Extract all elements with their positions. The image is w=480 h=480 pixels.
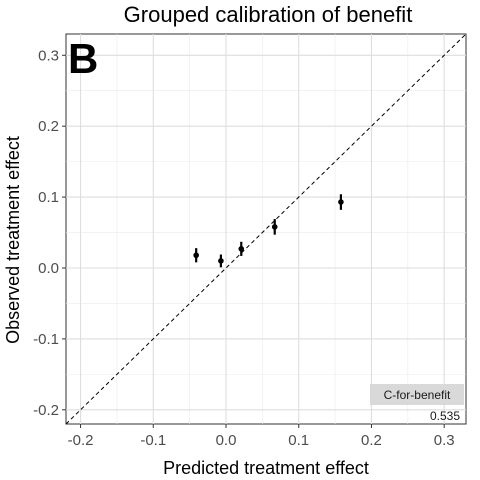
data-point [193, 252, 199, 259]
y-tick-label: 0.2 [38, 118, 59, 135]
data-point [218, 258, 224, 264]
y-tick-label: 0.0 [38, 260, 59, 277]
reference-line [65, 33, 467, 425]
y-tick-label: 0.1 [38, 189, 59, 206]
chart-title: Grouped calibration of benefit [124, 2, 413, 27]
annotation-value: 0.535 [430, 409, 460, 423]
x-axis-title: Predicted treatment effect [163, 458, 369, 478]
x-tick-label: -0.1 [140, 432, 166, 449]
data-points [193, 194, 344, 268]
c-for-benefit-annotation: C-for-benefit 0.535 [370, 384, 464, 423]
y-tick-label: 0.3 [38, 47, 59, 64]
annotation-background [370, 384, 464, 405]
y-tick-label: -0.2 [33, 402, 59, 419]
data-point [238, 246, 245, 252]
data-point [338, 199, 344, 205]
x-tick-label: 0.3 [434, 432, 455, 449]
y-axis-title: Observed treatment effect [3, 136, 23, 344]
x-tick-label: -0.2 [68, 432, 94, 449]
x-tick-label: 0.1 [288, 432, 309, 449]
annotation-title: C-for-benefit [384, 388, 451, 402]
x-tick-label: 0.0 [216, 432, 237, 449]
plot-panel [65, 33, 467, 425]
grid-lines [66, 34, 466, 424]
x-axis-ticks: -0.2 -0.1 0.0 0.1 0.2 0.3 [68, 424, 455, 449]
data-point [271, 224, 278, 230]
y-axis-ticks: -0.2 -0.1 0.0 0.1 0.2 0.3 [33, 47, 66, 419]
panel-letter: B [68, 35, 98, 82]
y-tick-label: -0.1 [33, 331, 59, 348]
x-tick-label: 0.2 [361, 432, 382, 449]
